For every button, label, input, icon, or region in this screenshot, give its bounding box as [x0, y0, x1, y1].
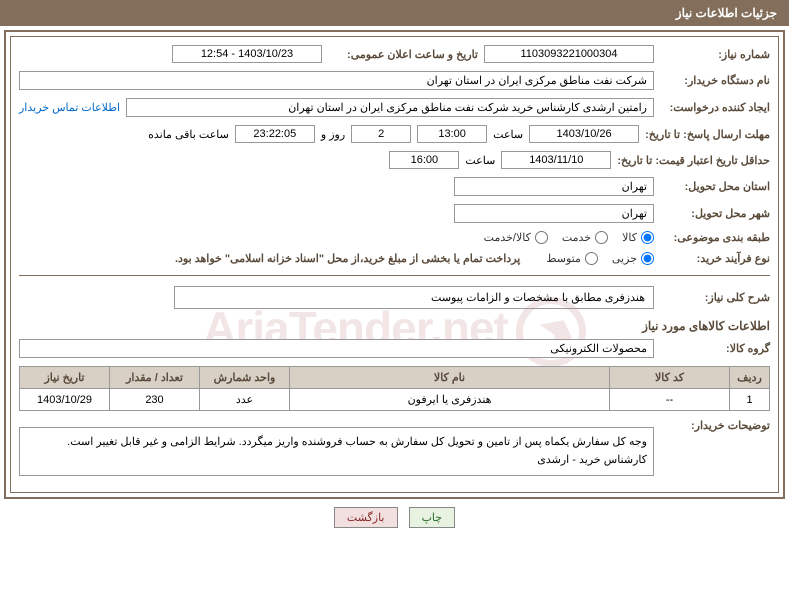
province-label: استان محل تحویل: [660, 180, 770, 193]
buyer-org-field: شرکت نفت مناطق مرکزی ایران در استان تهرا… [19, 71, 654, 90]
announce-field: 1403/10/23 - 12:54 [172, 45, 322, 63]
province-field: تهران [454, 177, 654, 196]
time-word-2: ساعت [465, 154, 495, 167]
payment-note: پرداخت تمام یا بخشی از مبلغ خرید،از محل … [175, 252, 520, 265]
th-qty: تعداد / مقدار [110, 367, 200, 389]
deadline-time-field: 13:00 [417, 125, 487, 143]
cat-service-radio[interactable] [595, 231, 608, 244]
panel-header: جزئیات اطلاعات نیاز [0, 0, 789, 26]
need-no-field: 1103093221000304 [484, 45, 654, 63]
deadline-label: مهلت ارسال پاسخ: تا تاریخ: [645, 128, 770, 141]
buyer-notes-label: توضیحات خریدار: [660, 419, 770, 432]
remain-word: ساعت باقی مانده [148, 128, 229, 141]
proc-medium-radio[interactable] [585, 252, 598, 265]
proc-minor-option[interactable]: جزیی [612, 252, 654, 265]
print-button[interactable]: چاپ [409, 507, 456, 528]
deadline-date-field: 1403/10/26 [529, 125, 639, 143]
cat-both-option[interactable]: کالا/خدمت [484, 231, 548, 244]
category-radio-group: کالا خدمت کالا/خدمت [484, 231, 654, 244]
validity-time-field: 16:00 [389, 151, 459, 169]
contact-link[interactable]: اطلاعات تماس خریدار [19, 101, 120, 114]
button-bar: چاپ بازگشت [0, 507, 789, 528]
table-row: 1 -- هندزفری یا ایرفون عدد 230 1403/10/2… [20, 389, 770, 411]
th-name: نام کالا [290, 367, 610, 389]
th-code: کد کالا [610, 367, 730, 389]
need-no-label: شماره نیاز: [660, 48, 770, 61]
requester-field: رامتین ارشدی کارشناس خرید شرکت نفت مناطق… [126, 98, 654, 117]
cat-service-option[interactable]: خدمت [562, 231, 608, 244]
panel-title: جزئیات اطلاعات نیاز [676, 6, 777, 20]
back-button[interactable]: بازگشت [334, 507, 398, 528]
process-radio-group: جزیی متوسط [546, 252, 654, 265]
td-unit: عدد [200, 389, 290, 411]
proc-minor-label: جزیی [612, 252, 637, 265]
process-label: نوع فرآیند خرید: [660, 252, 770, 265]
table-header-row: ردیف کد کالا نام کالا واحد شمارش تعداد /… [20, 367, 770, 389]
td-qty: 230 [110, 389, 200, 411]
proc-medium-label: متوسط [546, 252, 581, 265]
validity-date-field: 1403/11/10 [501, 151, 611, 169]
cat-goods-radio[interactable] [641, 231, 654, 244]
td-row: 1 [730, 389, 770, 411]
th-date: تاریخ نیاز [20, 367, 110, 389]
th-row: ردیف [730, 367, 770, 389]
td-name: هندزفری یا ایرفون [290, 389, 610, 411]
days-word: روز و [321, 128, 345, 141]
proc-medium-option[interactable]: متوسط [546, 252, 598, 265]
items-section-title: اطلاعات کالاهای مورد نیاز [19, 319, 770, 333]
validity-label: حداقل تاریخ اعتبار قیمت: تا تاریخ: [617, 154, 770, 167]
desc-field: هندزفری مطابق با مشخصات و الزامات پیوست [174, 286, 654, 309]
time-word-1: ساعت [493, 128, 523, 141]
inner-frame: AriaTender.net شماره نیاز: 1103093221000… [10, 36, 779, 493]
category-label: طبقه بندی موضوعی: [660, 231, 770, 244]
outer-frame: AriaTender.net شماره نیاز: 1103093221000… [4, 30, 785, 499]
requester-label: ایجاد کننده درخواست: [660, 101, 770, 114]
cat-both-radio[interactable] [535, 231, 548, 244]
td-code: -- [610, 389, 730, 411]
buyer-notes-field: وجه کل سفارش یکماه پس از تامین و تحویل ک… [19, 427, 654, 476]
city-label: شهر محل تحویل: [660, 207, 770, 220]
city-field: تهران [454, 204, 654, 223]
group-field: محصولات الکترونیکی [19, 339, 654, 358]
buyer-org-label: نام دستگاه خریدار: [660, 74, 770, 87]
proc-minor-radio[interactable] [641, 252, 654, 265]
group-label: گروه کالا: [660, 342, 770, 355]
th-unit: واحد شمارش [200, 367, 290, 389]
items-table: ردیف کد کالا نام کالا واحد شمارش تعداد /… [19, 366, 770, 411]
desc-label: شرح کلی نیاز: [660, 291, 770, 304]
announce-label: تاریخ و ساعت اعلان عمومی: [328, 48, 478, 61]
td-date: 1403/10/29 [20, 389, 110, 411]
cat-service-label: خدمت [562, 231, 591, 244]
cat-goods-label: کالا [622, 231, 637, 244]
days-remain-field: 2 [351, 125, 411, 143]
cat-goods-option[interactable]: کالا [622, 231, 654, 244]
time-remain-field: 23:22:05 [235, 125, 315, 143]
cat-both-label: کالا/خدمت [484, 231, 531, 244]
